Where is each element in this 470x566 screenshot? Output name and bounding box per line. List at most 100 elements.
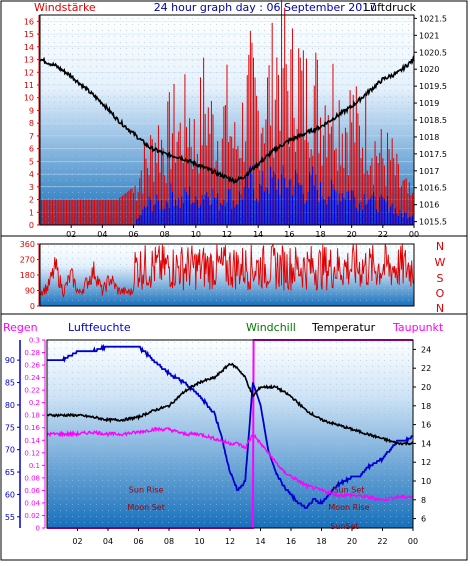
pressure-series [39,54,415,184]
wind-direction-line [39,243,415,299]
x-tick-label: 16 [284,230,294,239]
temperature-line [46,362,414,446]
pressure-tick-label: 1016.5 [419,184,447,193]
pressure-tick-label: 1021 [419,31,439,40]
wind-pressure-x-axis: 02 04 06 08 10 12 14 16 18 20 22 00 [66,225,419,239]
wind-direction-axis: 0 90 180 270 360 [20,240,40,311]
sun-moon-label: SunSet [330,522,358,531]
pressure-tick-label: 1018 [419,133,439,142]
x-tick-label: 08 [160,230,170,239]
wind-tick-label: 1 [29,208,34,217]
rain-tick-label: 0.12 [24,449,40,457]
rain-tick-label: 0.18 [24,412,40,420]
pressure-tick-label: 1020.5 [419,48,447,57]
wind-tick-label: 11 [24,81,34,90]
pressure-tick-label: 1016 [419,201,439,210]
x-tick-label: 04 [97,230,107,239]
humidity-tick-label: 55 [5,513,15,522]
x-tick-label: 22 [378,230,388,239]
humidity-tick-label: 80 [5,401,15,410]
rain-tick-label: 0 [36,525,40,533]
x-tick-label: 08 [164,537,174,546]
x-tick-label: 12 [225,537,235,546]
x-tick-label: 14 [255,537,265,546]
x-tick-label: 18 [315,230,325,239]
x-tick-label: 10 [191,230,201,239]
rain-tick-label: 0.02 [24,512,40,520]
temp-humidity-x-axis: 02 04 06 08 10 12 14 16 18 20 22 00 [72,528,418,546]
pressure-tick-label: 1020 [419,65,439,74]
humidity-tick-label: 75 [5,423,15,432]
rain-tick-label: 0.04 [24,499,40,507]
x-tick-label: 02 [72,537,82,546]
x-tick-label: 10 [194,537,204,546]
pressure-axis-label: Luftdruck [364,1,416,14]
temp-tick-label: 20 [421,383,431,392]
compass-letter: O [436,287,445,300]
sun-moon-annotations: Sun Rise Moon Set Sun Set Moon Rise SunSet [127,485,369,531]
wind-tick-label: 5 [29,157,34,166]
wind-mean-series [136,165,413,225]
x-tick-label: 14 [253,230,263,239]
wind-tick-label: 9 [29,106,34,115]
wind-tick-label: 6 [29,145,34,154]
rain-tick-label: 0.16 [24,424,40,432]
pressure-tick-label: 1019.5 [419,82,447,91]
temp-tick-label: 22 [421,364,431,373]
temp-tick-label: 6 [421,515,426,524]
pressure-tick-label: 1019 [419,99,439,108]
pressure-tick-label: 1018.5 [419,116,447,125]
rain-tick-label: 0.24 [24,374,40,382]
humidity-tick-label: 60 [5,490,15,499]
humidity-tick-label: 85 [5,379,15,388]
wind-tick-label: 8 [29,119,34,128]
rain-tick-label: 0.06 [24,487,40,495]
wind-tick-label: 0 [29,221,34,230]
rain-tick-label: 0.26 [24,362,40,370]
wind-tick-label: 10 [24,94,34,103]
x-tick-label: 12 [222,230,232,239]
x-tick-label: 06 [133,537,143,546]
compass-letter: N [436,240,444,253]
direction-tick-label: 180 [20,271,35,280]
humidity-line [47,343,413,509]
temp-tick-label: 16 [421,421,431,430]
humidity-tick-label: 70 [5,446,15,455]
pressure-tick-label: 1015.5 [419,218,447,227]
rain-tick-label: 0.1 [29,462,40,470]
wind-tick-label: 4 [29,170,34,179]
pressure-line [39,54,415,184]
x-tick-label: 06 [128,230,138,239]
sun-moon-label: Moon Set [127,503,164,512]
direction-tick-label: 360 [20,240,35,249]
temp-tick-label: 24 [421,345,431,354]
direction-tick-label: 90 [25,287,35,296]
temp-tick-label: 10 [421,477,431,486]
wind-speed-axis-label: Windstärke [34,1,96,14]
wind-direction-grid [40,244,414,306]
wind-tick-label: 2 [29,196,34,205]
dewpoint-line [46,426,414,502]
humidity-tick-label: 90 [5,356,15,365]
wind-tick-label: 13 [24,56,34,65]
wind-direction-series [39,243,415,299]
compass-letter: S [437,272,444,285]
x-tick-label: 02 [66,230,76,239]
dewpoint-label: Taupunkt [392,321,444,334]
rain-tick-label: 0.08 [24,474,40,482]
temperature-axis: 6 8 10 12 14 16 18 20 22 24 [413,345,431,524]
wind-tick-label: 7 [29,132,34,141]
compass-letter: N [436,302,444,315]
wind-tick-label: 16 [24,17,34,26]
wind-tick-label: 15 [24,30,34,39]
sun-moon-label: Sun Set [333,485,364,494]
humidity-axis: 55 60 65 70 75 80 85 90 [5,340,21,528]
temperature-label: Temperatur [311,321,376,334]
sun-moon-label: Moon Rise [328,503,369,512]
rain-tick-label: 0.2 [29,399,40,407]
wind-tick-label: 3 [29,183,34,192]
x-tick-label: 04 [103,537,113,546]
